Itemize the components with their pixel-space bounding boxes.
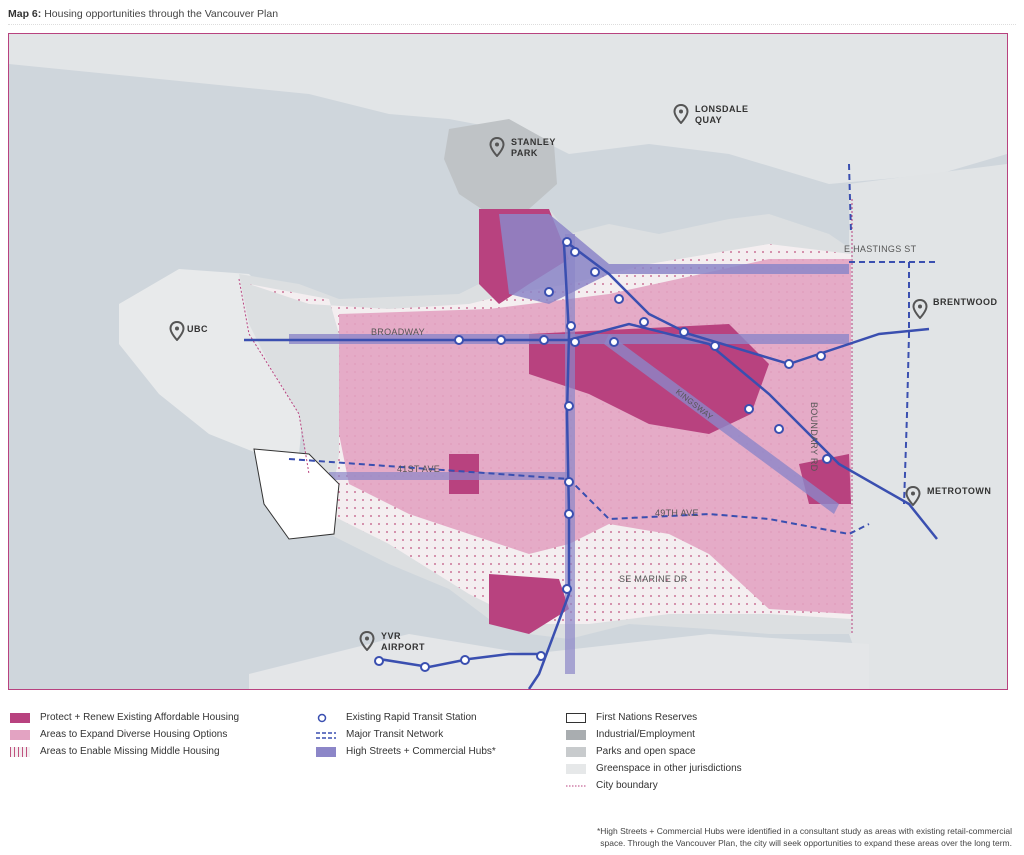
swatch-commercial	[316, 746, 336, 757]
street-broadway: BROADWAY	[371, 327, 425, 337]
swatch-affordable	[10, 712, 30, 723]
legend-item: High Streets + Commercial Hubs*	[316, 743, 496, 760]
richmond-land	[249, 634, 869, 689]
commercial-41st	[329, 472, 569, 480]
legend-item: Parks and open space	[566, 743, 742, 760]
map-pin-icon	[912, 299, 928, 319]
station-circle-icon	[317, 713, 327, 722]
street-e-hastings: E HASTINGS ST	[844, 244, 917, 254]
legend-col-1: Protect + Renew Existing Affordable Hous…	[10, 709, 239, 760]
label-brentwood: BRENTWOOD	[933, 297, 998, 307]
map-canvas[interactable]: E HASTINGS ST BROADWAY 41ST AVE 49TH AVE…	[8, 33, 1008, 690]
map-pin-icon	[169, 321, 185, 341]
map-title: Map 6: Housing opportunities through the…	[8, 8, 1016, 25]
first-nations-reserve	[253, 448, 340, 540]
city-boundary-west	[238, 278, 310, 475]
burnaby-land	[849, 164, 1007, 689]
transit-stations	[374, 237, 832, 672]
affordable-zone-east	[529, 324, 769, 434]
street-41st: 41ST AVE	[397, 464, 441, 474]
footnote: *High Streets + Commercial Hubs were ide…	[596, 826, 1012, 848]
dotted-boundary-icon	[566, 785, 586, 786]
legend-item: Areas to Enable Missing Middle Housing	[10, 743, 239, 760]
label-lonsdale-quay: LONSDALE QUAY	[695, 104, 749, 125]
swatch-industrial	[566, 729, 586, 740]
map-pin-icon	[905, 486, 921, 506]
map-pin-icon	[489, 137, 505, 157]
legend-item: First Nations Reserves	[566, 709, 742, 726]
commercial-downtown	[499, 214, 849, 304]
legend-item: City boundary	[566, 777, 742, 794]
street-49th: 49TH AVE	[655, 508, 699, 518]
swatch-missing-middle	[10, 746, 30, 757]
commercial-kingsway	[604, 334, 839, 514]
legend-item: Existing Rapid Transit Station	[316, 709, 496, 726]
map-pin-icon	[673, 104, 689, 124]
map-title-text: Housing opportunities through the Vancou…	[44, 8, 279, 20]
swatch-greenspace	[566, 763, 586, 774]
label-metrotown: METROTOWN	[927, 486, 992, 496]
street-boundary: BOUNDARY RD	[809, 402, 819, 472]
legend-col-3: First Nations Reserves Industrial/Employ…	[566, 709, 742, 794]
legend-item: Protect + Renew Existing Affordable Hous…	[10, 709, 239, 726]
label-yvr-airport: YVR AIRPORT	[381, 631, 425, 652]
legend-item: Areas to Expand Diverse Housing Options	[10, 726, 239, 743]
map-pin-icon	[359, 631, 375, 651]
label-stanley-park: STANLEY PARK	[511, 137, 556, 158]
legend-col-2: Existing Rapid Transit Station Major Tra…	[316, 709, 496, 760]
legend-item: Greenspace in other jurisdictions	[566, 760, 742, 777]
dashed-line-icon	[316, 731, 336, 739]
swatch-diverse	[10, 729, 30, 740]
swatch-parks	[566, 746, 586, 757]
map-svg	[9, 34, 1007, 689]
swatch-first-nations	[566, 712, 586, 723]
label-ubc: UBC	[187, 324, 208, 334]
affordable-zone-south	[489, 574, 569, 634]
map-number: Map 6:	[8, 8, 42, 20]
commercial-cambie	[565, 234, 575, 674]
street-se-marine: SE MARINE DR	[619, 574, 688, 584]
north-shore-land	[9, 34, 1007, 184]
legend-item: Industrial/Employment	[566, 726, 742, 743]
legend-item: Major Transit Network	[316, 726, 496, 743]
stanley-park	[444, 119, 557, 214]
